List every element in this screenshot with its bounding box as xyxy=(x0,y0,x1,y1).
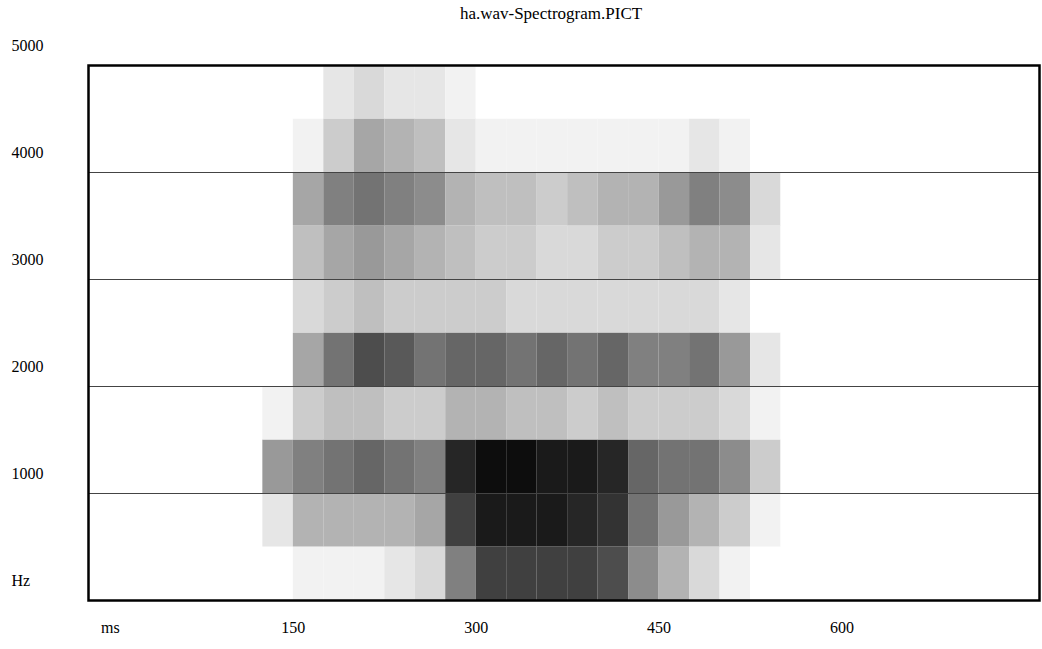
svg-text:600: 600 xyxy=(830,619,854,636)
svg-text:300: 300 xyxy=(464,619,488,636)
svg-text:5000: 5000 xyxy=(12,37,44,54)
svg-text:2000: 2000 xyxy=(12,358,44,375)
svg-text:4000: 4000 xyxy=(12,144,44,161)
svg-text:150: 150 xyxy=(281,619,305,636)
svg-text:1000: 1000 xyxy=(12,465,44,482)
html-text:ha.wav-Spectrogram.PICT: ha.wav-Spectrogram.PICT xyxy=(459,4,643,23)
svg-text:450: 450 xyxy=(647,619,671,636)
svg-text:ms: ms xyxy=(101,619,120,636)
svg-text:3000: 3000 xyxy=(12,251,44,268)
svg-text:Hz: Hz xyxy=(12,572,31,589)
